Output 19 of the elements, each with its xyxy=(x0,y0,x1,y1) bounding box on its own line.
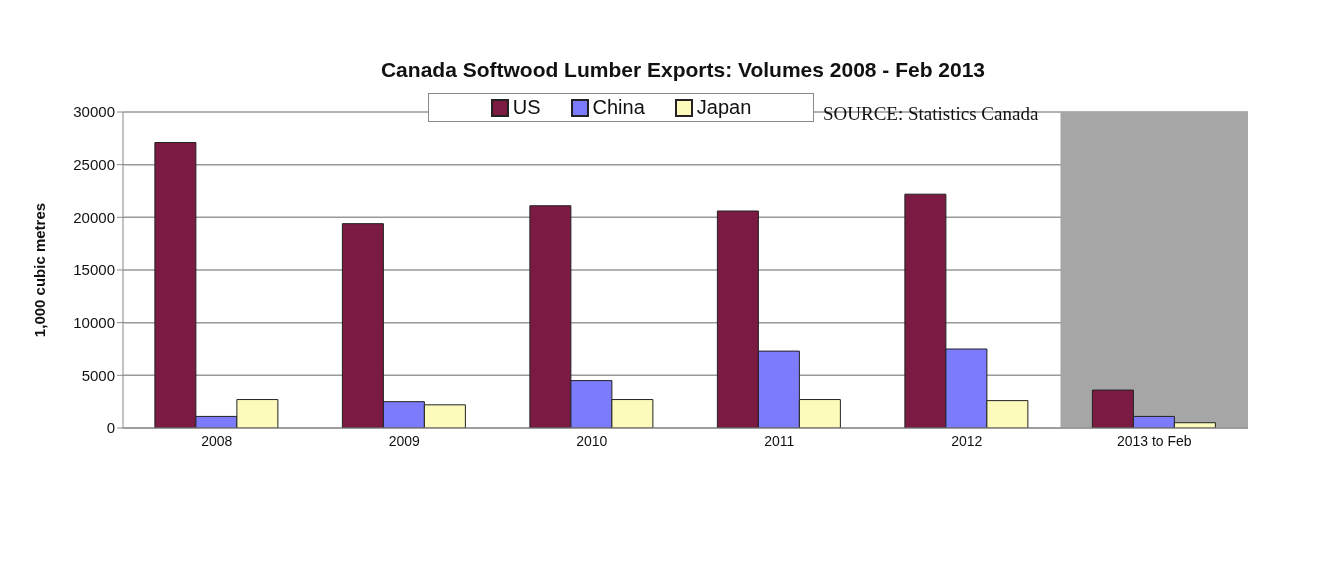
legend-label: US xyxy=(511,96,541,119)
legend-label: Japan xyxy=(695,96,752,119)
chart-title: Canada Softwood Lumber Exports: Volumes 2008 - Feb 2013 xyxy=(379,58,987,82)
x-tick-label: 2011 xyxy=(764,432,795,449)
y-tick-label: 0 xyxy=(106,419,115,437)
y-tick-label: 20000 xyxy=(73,208,115,226)
x-tick-label: 2009 xyxy=(388,432,421,449)
x-tick-label: 2013 to Feb xyxy=(1116,432,1192,449)
y-tick-label: 5000 xyxy=(81,366,115,384)
y-tick-label: 25000 xyxy=(73,155,115,173)
legend-label: China xyxy=(591,96,645,119)
y-axis-title: 1,000 cubic metres xyxy=(31,202,49,338)
x-tick-label: 2008 xyxy=(201,432,233,449)
x-tick-label: 2010 xyxy=(576,432,608,449)
y-tick-label: 30000 xyxy=(73,103,115,121)
x-tick-label: 2012 xyxy=(951,432,983,449)
y-tick-label: 15000 xyxy=(73,261,115,279)
annotation: SOURCE: Statistics Canada xyxy=(823,103,1039,125)
y-tick-label: 10000 xyxy=(73,313,115,331)
